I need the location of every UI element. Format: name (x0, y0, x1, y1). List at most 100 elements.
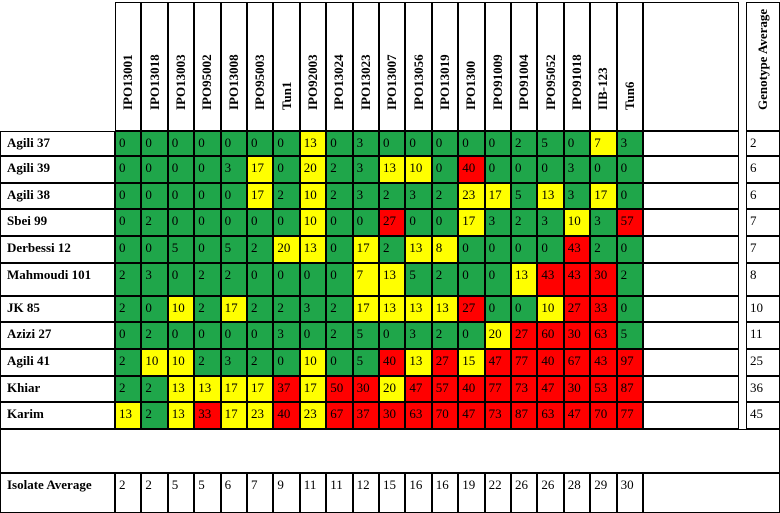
isolate-average-cell: 12 (352, 473, 379, 513)
value-cell: 77 (484, 376, 511, 402)
value-cell: 27 (511, 322, 538, 349)
value-cell: 0 (141, 156, 168, 183)
value-cell: 0 (484, 156, 511, 183)
value-cell: 0 (247, 209, 274, 236)
value-cell: 53 (590, 376, 617, 402)
value-cell: 47 (484, 349, 511, 376)
isolate-label: IPO95052 (542, 54, 558, 110)
value-cell: 17 (247, 376, 274, 402)
value-cell: 0 (273, 131, 300, 156)
value-cell: 0 (115, 156, 142, 183)
value-cell: 0 (273, 156, 300, 183)
row-spacer (643, 263, 739, 296)
value-cell: 40 (379, 349, 406, 376)
value-cell: 7 (590, 131, 617, 156)
isolate-label: IPO92003 (304, 54, 320, 110)
value-cell: 27 (431, 349, 459, 376)
value-cell: 57 (431, 376, 459, 402)
value-cell: 15 (458, 349, 485, 376)
value-cell: 7 (352, 263, 379, 296)
value-cell: 0 (247, 263, 274, 296)
value-cell: 10 (299, 349, 327, 376)
isolate-header: IPO13019 (431, 2, 459, 131)
row-spacer (643, 349, 739, 376)
value-cell: 3 (352, 183, 379, 209)
isolate-average-cell: 26 (537, 473, 564, 513)
value-cell: 3 (220, 156, 247, 183)
row-spacer (643, 296, 739, 322)
value-cell: 0 (326, 263, 353, 296)
value-cell: 77 (511, 349, 538, 376)
value-cell: 0 (167, 263, 195, 296)
value-cell: 17 (352, 296, 379, 322)
value-cell: 73 (484, 402, 511, 429)
value-cell: 0 (352, 209, 379, 236)
genotype-label: Agili 39 (0, 156, 115, 183)
value-cell: 63 (590, 322, 617, 349)
value-cell: 0 (484, 263, 511, 296)
isolate-label: IPO13001 (120, 54, 136, 110)
row-spacer (643, 131, 739, 156)
value-cell: 0 (616, 156, 643, 183)
value-cell: 2 (431, 183, 459, 209)
isolate-average-cell: 7 (247, 473, 274, 513)
value-cell: 0 (326, 236, 353, 263)
value-cell: 0 (616, 183, 643, 209)
value-cell: 17 (352, 236, 379, 263)
value-cell: 0 (220, 131, 247, 156)
genotype-average-cell: 11 (746, 322, 780, 349)
value-cell: 2 (431, 263, 459, 296)
isolate-average-cell: 16 (431, 473, 459, 513)
value-cell: 3 (405, 183, 432, 209)
genotype-label: Khiar (0, 376, 115, 402)
genotype-label: Agili 37 (0, 131, 115, 156)
row-spacer (643, 402, 739, 429)
genotype-label: JK 85 (0, 296, 115, 322)
value-cell: 0 (141, 183, 168, 209)
blank-row (0, 429, 780, 473)
value-cell: 17 (220, 376, 247, 402)
isolate-label: IPO91004 (516, 54, 532, 110)
value-cell: 30 (563, 376, 591, 402)
value-cell: 97 (616, 349, 643, 376)
value-cell: 37 (352, 402, 379, 429)
value-cell: 5 (511, 183, 538, 209)
value-cell: 27 (379, 209, 406, 236)
value-cell: 2 (141, 322, 168, 349)
value-cell: 17 (247, 183, 274, 209)
value-cell: 30 (563, 322, 591, 349)
isolate-header: IPO13018 (141, 2, 168, 131)
isolate-label: IPO13007 (384, 54, 400, 110)
row-spacer (643, 156, 739, 183)
isolate-label: IPO13056 (410, 54, 426, 110)
isolate-label: IPO13024 (331, 54, 347, 110)
value-cell: 0 (167, 183, 195, 209)
value-cell: 5 (537, 131, 564, 156)
genotype-average-cell: 36 (746, 376, 780, 402)
value-cell: 0 (379, 322, 406, 349)
value-cell: 23 (247, 402, 274, 429)
isolate-header: IPO91018 (563, 2, 591, 131)
isolate-header: IPO95052 (537, 2, 564, 131)
value-cell: 23 (458, 183, 485, 209)
value-cell: 40 (273, 402, 300, 429)
value-cell: 3 (563, 183, 591, 209)
value-cell: 13 (299, 131, 327, 156)
value-cell: 10 (167, 349, 195, 376)
value-cell: 0 (115, 236, 142, 263)
isolate-label: IPO91018 (568, 54, 584, 110)
isolate-average-cell: 30 (616, 473, 643, 513)
value-cell: 2 (379, 183, 406, 209)
value-cell: 0 (405, 209, 432, 236)
value-cell: 2 (115, 376, 142, 402)
value-cell: 0 (563, 131, 591, 156)
value-cell: 17 (590, 183, 617, 209)
row-spacer (643, 376, 739, 402)
value-cell: 47 (405, 376, 432, 402)
value-cell: 0 (326, 349, 353, 376)
value-cell: 2 (115, 263, 142, 296)
value-cell: 2 (511, 209, 538, 236)
value-cell: 13 (431, 296, 459, 322)
value-cell: 63 (537, 402, 564, 429)
value-cell: 47 (458, 402, 485, 429)
